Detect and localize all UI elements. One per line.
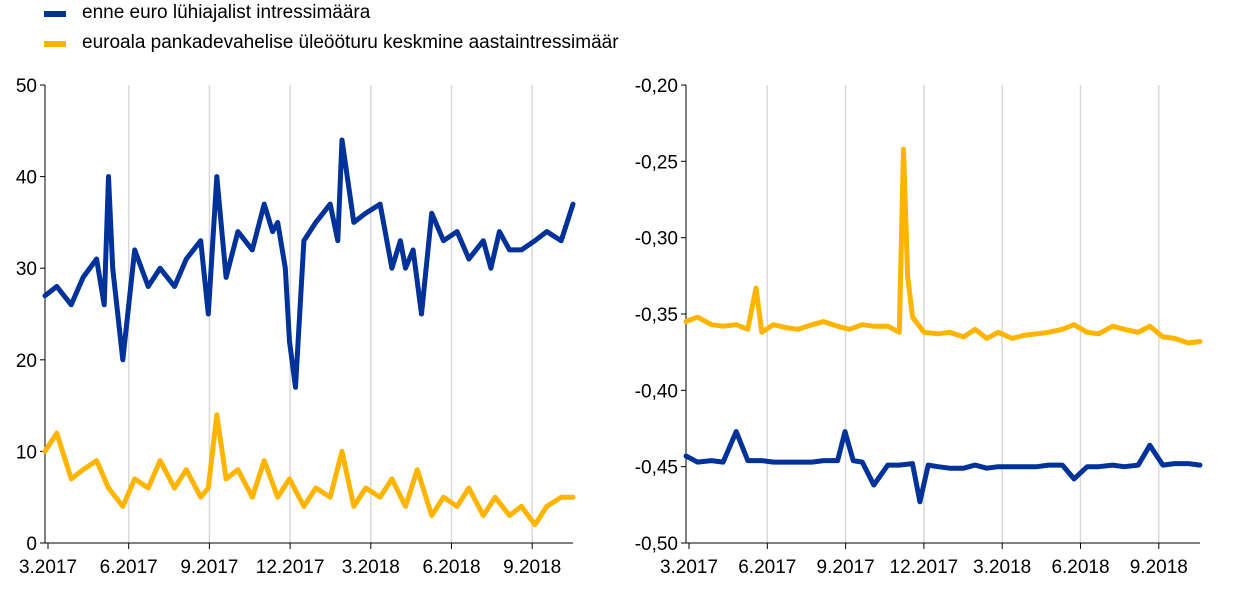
x-tick-label: 9.2018 bbox=[503, 557, 561, 578]
y-tick-label: -0,50 bbox=[635, 534, 678, 555]
series-line-yellow bbox=[42, 412, 576, 528]
y-tick-label: -0,30 bbox=[635, 229, 678, 250]
y-tick-label: 20 bbox=[16, 351, 37, 372]
x-tick-label: 12.2017 bbox=[890, 557, 959, 578]
y-tick-label: 10 bbox=[16, 442, 37, 463]
x-tick-label: 3.2017 bbox=[19, 557, 77, 578]
y-tick-label: -0,45 bbox=[635, 458, 678, 479]
series-line-blue bbox=[683, 429, 1203, 505]
series-line-blue bbox=[42, 137, 576, 390]
series-line-yellow bbox=[683, 146, 1203, 346]
x-tick-label: 3.2018 bbox=[342, 557, 400, 578]
x-tick-label: 6.2017 bbox=[100, 557, 158, 578]
y-tick-label: 30 bbox=[16, 259, 37, 280]
y-tick-label: 0 bbox=[26, 534, 37, 555]
x-tick-label: 9.2018 bbox=[1130, 557, 1188, 578]
chart-2: 3.2017 6.2017 9.2017 12.2017 3.2018 6.2018 9.2… bbox=[635, 76, 1203, 578]
x-tick-label: 6.2017 bbox=[738, 557, 796, 578]
x-tick-label: 3.2018 bbox=[973, 557, 1031, 578]
x-tick-label: 6.2018 bbox=[1051, 557, 1109, 578]
legend-swatch-yellow bbox=[44, 41, 66, 47]
y-tick-label: -0,35 bbox=[635, 305, 678, 326]
legend-label-yellow: euroala pankadevahelise üleööturu keskmi… bbox=[82, 32, 619, 53]
x-tick-label: 12.2017 bbox=[256, 557, 325, 578]
y-tick-label: 50 bbox=[16, 76, 37, 97]
chart-1: 3.2017 6.2017 9.2017 12.2017 3.2018 6.2018 9.2… bbox=[16, 76, 576, 578]
y-tick-label: -0,20 bbox=[635, 76, 678, 97]
y-tick-label: 40 bbox=[16, 168, 37, 189]
x-tick-label: 6.2018 bbox=[422, 557, 480, 578]
legend-label-blue: enne euro lühiajalist intressimäära bbox=[82, 2, 371, 23]
x-tick-label: 9.2017 bbox=[817, 557, 875, 578]
y-tick-label: -0,40 bbox=[635, 381, 678, 402]
x-tick-label: 9.2017 bbox=[180, 557, 238, 578]
x-tick-label: 3.2017 bbox=[660, 557, 718, 578]
y-tick-label: -0,25 bbox=[635, 152, 678, 173]
legend-swatch-blue bbox=[44, 11, 66, 17]
